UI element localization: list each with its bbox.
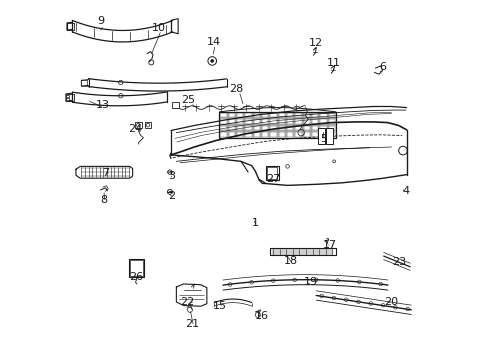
Text: 18: 18	[284, 256, 298, 266]
Text: 19: 19	[303, 277, 317, 287]
Text: 23: 23	[391, 257, 405, 267]
Text: 27: 27	[265, 174, 280, 184]
Circle shape	[210, 59, 213, 62]
Text: 12: 12	[308, 38, 323, 48]
Bar	[317, 128, 325, 144]
Bar	[135, 122, 142, 129]
Bar	[325, 128, 333, 144]
Text: 13: 13	[96, 100, 110, 110]
Text: 20: 20	[383, 297, 397, 307]
Bar	[266, 167, 277, 179]
Bar	[144, 122, 151, 129]
Bar	[129, 259, 144, 277]
Text: 5: 5	[319, 134, 326, 144]
Text: 25: 25	[181, 95, 195, 105]
Text: 3: 3	[168, 171, 175, 181]
Text: 2: 2	[168, 191, 175, 201]
Text: 6: 6	[378, 62, 385, 72]
Bar	[265, 166, 278, 180]
Text: 7: 7	[102, 168, 109, 178]
Text: 10: 10	[152, 23, 166, 33]
Text: 26: 26	[129, 272, 143, 282]
Text: 9: 9	[97, 17, 104, 27]
Bar	[130, 260, 142, 276]
Text: 14: 14	[206, 37, 221, 47]
Text: 15: 15	[212, 301, 226, 311]
Text: 28: 28	[229, 84, 243, 94]
Text: 8: 8	[100, 195, 107, 205]
Text: 17: 17	[322, 239, 336, 249]
Text: 22: 22	[180, 297, 194, 307]
Text: 24: 24	[128, 124, 142, 134]
Bar	[171, 102, 179, 108]
Text: 16: 16	[254, 311, 268, 320]
Text: 21: 21	[185, 319, 199, 329]
Text: 11: 11	[326, 58, 340, 68]
Text: 1: 1	[251, 218, 258, 228]
Text: 4: 4	[402, 186, 408, 196]
